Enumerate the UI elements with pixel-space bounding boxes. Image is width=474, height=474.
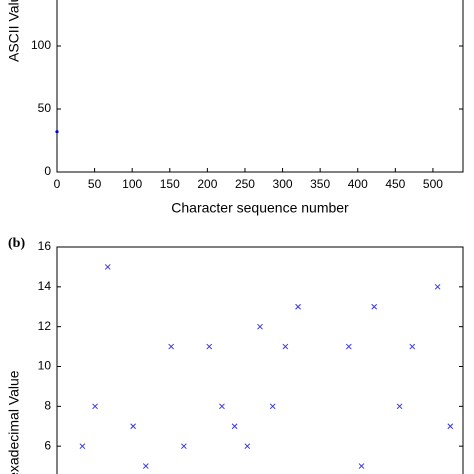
y-tick-label: 0 [44, 164, 51, 178]
data-point [219, 403, 225, 410]
x-tick-label: 200 [197, 177, 217, 191]
panel-label: (b) [8, 236, 25, 251]
data-point [447, 423, 454, 430]
plot-frame [56, 246, 464, 474]
data-point [181, 443, 187, 450]
y-tick-label: 50 [38, 101, 52, 115]
data-point [371, 303, 378, 310]
data-point [257, 323, 263, 330]
data-point [244, 443, 251, 450]
y-tick-label: 100 [31, 38, 51, 52]
y-axis-label: Hexadecimal Value [6, 370, 22, 474]
data-point [269, 403, 276, 410]
y-tick-label: 12 [38, 319, 52, 333]
x-axis-label: Character sequence number [171, 200, 349, 216]
data-point [206, 343, 213, 350]
y-tick-label: 6 [44, 438, 51, 452]
chart-panel: 0 50 100 0 50 100 150 200 250 300 350 400 450 500 ASCI… [6, 0, 464, 216]
y-axis-label: ASCII Value [6, 0, 22, 62]
plot-frame [56, 0, 464, 173]
x-tick-label: 350 [310, 177, 330, 191]
data-point [55, 130, 59, 134]
data-point [434, 283, 441, 290]
data-point [295, 303, 301, 310]
data-point [142, 463, 149, 469]
data-point [92, 403, 98, 410]
x-tick-label: 0 [54, 177, 61, 191]
x-tick-label: 150 [160, 177, 180, 191]
data-point [79, 443, 86, 450]
x-tick-label: 300 [273, 177, 293, 191]
data-point [130, 423, 136, 430]
data-point [104, 264, 111, 270]
x-tick-label: 400 [348, 177, 368, 191]
y-tick-label: 16 [38, 239, 52, 253]
x-tick-label: 250 [235, 177, 255, 191]
data-point [282, 343, 289, 350]
data-point [231, 423, 238, 430]
data-point [409, 343, 416, 350]
data-point [396, 403, 403, 410]
x-tick-label: 100 [122, 177, 142, 191]
chart-panel: 6 8 10 12 14 16 Hexadecimal Value (b) [6, 236, 464, 474]
data-point [358, 463, 365, 469]
y-tick-label: 10 [38, 359, 52, 373]
x-tick-label: 50 [88, 177, 102, 191]
x-tick-label: 500 [423, 177, 443, 191]
x-tick-label: 450 [385, 177, 405, 191]
y-tick-label: 8 [44, 399, 51, 413]
data-point [345, 343, 352, 350]
y-tick-label: 14 [38, 279, 52, 293]
data-point [168, 343, 175, 350]
